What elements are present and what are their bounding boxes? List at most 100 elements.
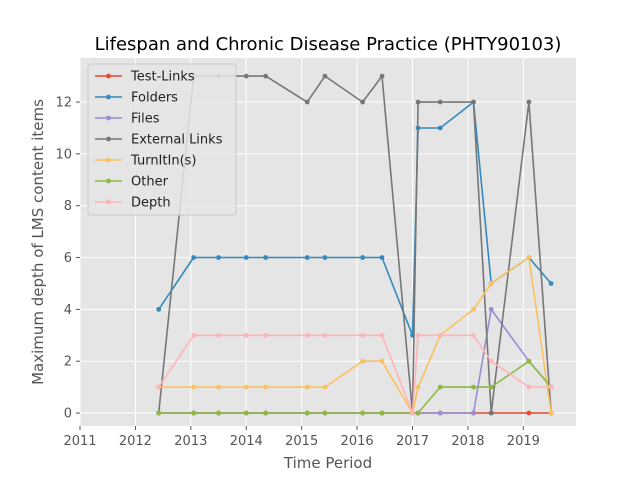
data-point <box>437 384 443 390</box>
data-point <box>263 332 269 338</box>
data-point <box>360 358 366 364</box>
data-point <box>263 410 269 416</box>
data-point <box>410 410 415 416</box>
data-point <box>243 255 249 260</box>
data-point <box>304 410 310 416</box>
legend-marker <box>106 157 111 163</box>
data-point <box>243 410 249 416</box>
data-point <box>322 332 328 338</box>
data-point <box>415 332 421 338</box>
legend: Test-Links Folders Files External Links Turn… <box>87 63 237 216</box>
x-tick-label: 2012 <box>119 434 152 449</box>
data-point <box>304 99 310 105</box>
data-point <box>526 410 532 416</box>
data-point <box>471 99 476 105</box>
legend-marker <box>106 115 111 121</box>
x-axis-label: Time Period <box>283 454 372 472</box>
data-point <box>415 99 421 105</box>
data-point <box>360 99 366 105</box>
data-point <box>548 384 554 390</box>
data-point <box>526 384 532 390</box>
data-point <box>191 332 197 338</box>
legend-label: Depth <box>131 196 171 211</box>
data-point <box>488 410 494 416</box>
data-point <box>379 255 385 260</box>
series-line-folders <box>158 101 552 337</box>
data-point <box>263 255 269 260</box>
data-point <box>471 384 476 390</box>
data-point <box>263 384 269 390</box>
data-point <box>216 384 221 390</box>
legend-label: Other <box>131 175 169 190</box>
y-tick-label: 0 <box>64 407 72 422</box>
data-point <box>548 410 554 416</box>
data-point <box>437 410 443 416</box>
legend-marker <box>106 199 111 205</box>
data-point <box>191 410 197 416</box>
legend-marker <box>106 73 111 79</box>
series-other <box>156 358 554 416</box>
data-point <box>156 384 162 390</box>
legend-label: Test-Links <box>130 70 195 85</box>
legend-label: External Links <box>131 133 223 148</box>
data-point <box>437 99 443 105</box>
data-point <box>360 255 366 260</box>
y-tick-label: 10 <box>55 147 72 162</box>
data-point <box>379 73 385 79</box>
data-point <box>304 332 310 338</box>
y-tick-label: 6 <box>64 251 72 266</box>
legend-label: Folders <box>131 91 178 106</box>
data-point <box>379 332 385 338</box>
y-axis-label: Maximum depth of LMS content items <box>29 99 47 385</box>
y-tick-label: 12 <box>55 96 72 111</box>
x-tick-label: 2014 <box>230 434 263 449</box>
data-point <box>304 255 310 260</box>
chart-title: Lifespan and Chronic Disease Practice (P… <box>95 34 562 55</box>
legend-marker <box>106 136 111 142</box>
data-point <box>216 410 221 416</box>
x-tick-label: 2013 <box>174 434 207 449</box>
x-tick-label: 2017 <box>396 434 429 449</box>
data-point <box>415 384 421 390</box>
data-point <box>263 73 269 79</box>
data-point <box>191 255 197 260</box>
x-tick-label: 2015 <box>285 434 318 449</box>
data-point <box>156 306 162 312</box>
data-point <box>548 281 554 286</box>
x-tick-label: 2018 <box>451 434 484 449</box>
data-point <box>471 332 476 338</box>
legend-marker <box>106 94 111 100</box>
data-point <box>304 384 310 390</box>
data-point <box>526 255 532 260</box>
x-axis-ticks: 2011 2012 2013 2014 2015 2016 2017 2018 2019 <box>63 426 540 449</box>
x-tick-label: 2016 <box>341 434 374 449</box>
data-point <box>243 332 249 338</box>
y-tick-label: 4 <box>64 303 72 318</box>
data-point <box>488 281 494 286</box>
data-point <box>471 410 476 416</box>
legend-label: TurnItIn(s) <box>130 154 196 169</box>
data-point <box>360 410 366 416</box>
series-line-depth <box>158 334 552 414</box>
x-tick-label: 2011 <box>63 434 96 449</box>
data-point <box>322 255 328 260</box>
data-point <box>216 332 221 338</box>
data-point <box>437 332 443 338</box>
data-point <box>191 384 197 390</box>
data-point <box>156 410 162 416</box>
data-point <box>322 410 328 416</box>
data-point <box>488 306 494 312</box>
data-point <box>526 358 532 364</box>
data-point <box>488 384 494 390</box>
data-point <box>437 125 443 131</box>
legend-label: Files <box>131 112 160 127</box>
data-point <box>415 410 421 416</box>
data-point <box>379 410 385 416</box>
data-point <box>488 358 494 364</box>
data-point <box>471 306 476 312</box>
x-tick-label: 2019 <box>507 434 540 449</box>
y-axis-ticks: 0 2 4 6 8 10 12 <box>55 96 80 422</box>
data-point <box>379 358 385 364</box>
series-depth <box>156 332 554 416</box>
